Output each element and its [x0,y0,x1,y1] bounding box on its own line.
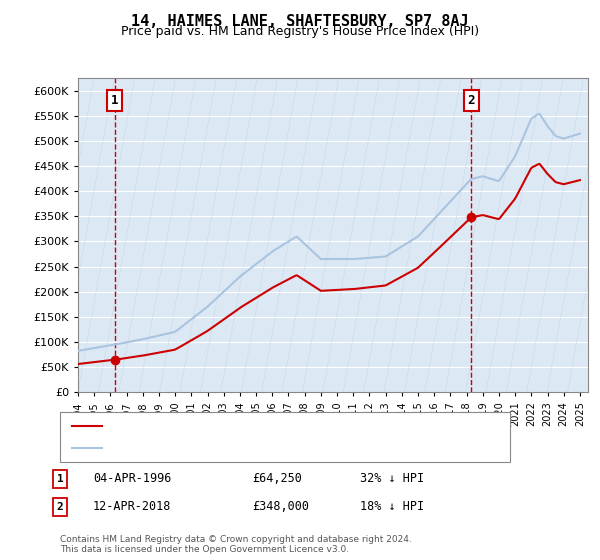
Text: HPI: Average price, detached house, Dorset: HPI: Average price, detached house, Dors… [108,443,335,453]
Text: 1: 1 [56,474,64,484]
Text: 18% ↓ HPI: 18% ↓ HPI [360,500,424,514]
Text: Contains HM Land Registry data © Crown copyright and database right 2024.
This d: Contains HM Land Registry data © Crown c… [60,535,412,554]
Text: £348,000: £348,000 [252,500,309,514]
Text: 12-APR-2018: 12-APR-2018 [93,500,172,514]
Text: 14, HAIMES LANE, SHAFTESBURY, SP7 8AJ: 14, HAIMES LANE, SHAFTESBURY, SP7 8AJ [131,14,469,29]
Text: 32% ↓ HPI: 32% ↓ HPI [360,472,424,486]
Text: 2: 2 [56,502,64,512]
Text: 1: 1 [111,94,119,107]
Text: £64,250: £64,250 [252,472,302,486]
Text: 14, HAIMES LANE, SHAFTESBURY, SP7 8AJ (detached house): 14, HAIMES LANE, SHAFTESBURY, SP7 8AJ (d… [108,421,420,431]
Text: 2: 2 [467,94,475,107]
Text: 04-APR-1996: 04-APR-1996 [93,472,172,486]
Text: Price paid vs. HM Land Registry's House Price Index (HPI): Price paid vs. HM Land Registry's House … [121,25,479,38]
